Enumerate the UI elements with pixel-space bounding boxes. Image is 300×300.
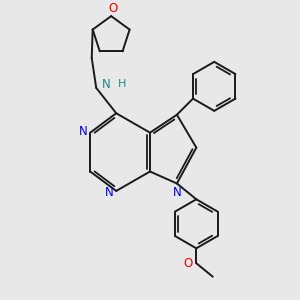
Text: N: N — [104, 186, 113, 199]
Text: H: H — [117, 79, 126, 89]
Text: N: N — [173, 186, 182, 199]
Text: N: N — [78, 125, 87, 138]
Text: O: O — [108, 2, 117, 15]
Text: N: N — [102, 78, 111, 91]
Text: O: O — [184, 257, 193, 270]
